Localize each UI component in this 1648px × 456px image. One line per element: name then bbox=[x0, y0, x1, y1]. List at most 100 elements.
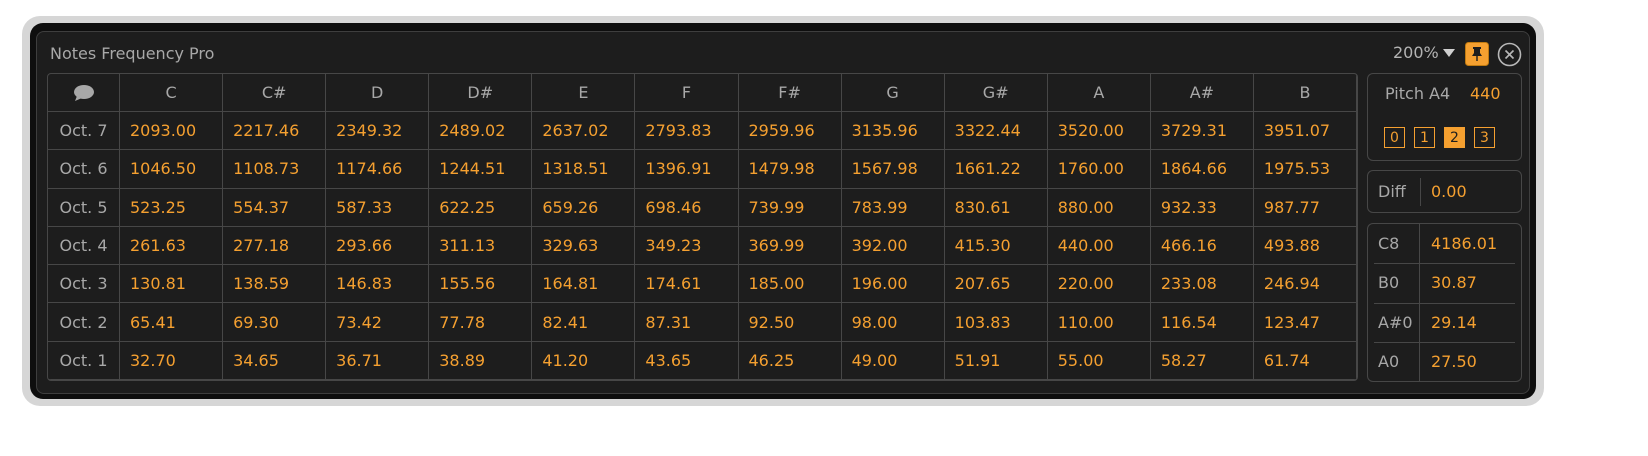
frequency-cell: 77.78 bbox=[429, 303, 533, 342]
frequency-cell: 55.00 bbox=[1047, 341, 1151, 380]
note-header: C bbox=[120, 74, 224, 112]
extreme-row: A#0 29.14 bbox=[1374, 302, 1515, 343]
octave-label: Oct. 6 bbox=[48, 150, 120, 189]
frequency-cell: 293.66 bbox=[326, 226, 430, 266]
frequency-cell: 3729.31 bbox=[1150, 112, 1254, 151]
note-header: F bbox=[635, 74, 739, 112]
frequency-cell: 622.25 bbox=[429, 188, 533, 227]
frequency-cell: 103.83 bbox=[944, 303, 1048, 342]
frequency-cell: 329.63 bbox=[532, 226, 636, 266]
octave-button[interactable]: 1 bbox=[1414, 127, 1435, 148]
frequency-cell: 1396.91 bbox=[635, 150, 739, 189]
frequency-cell: 73.42 bbox=[326, 303, 430, 342]
frequency-cell: 87.31 bbox=[635, 303, 739, 342]
frequency-cell: 783.99 bbox=[841, 188, 945, 227]
frequency-cell: 932.33 bbox=[1150, 188, 1254, 227]
frequency-cell: 116.54 bbox=[1150, 303, 1254, 342]
frequency-cell: 311.13 bbox=[429, 226, 533, 266]
frequency-cell: 49.00 bbox=[841, 341, 945, 380]
frequency-cell: 185.00 bbox=[738, 265, 842, 304]
frequency-cell: 369.99 bbox=[738, 226, 842, 266]
device-panel bbox=[36, 31, 1530, 394]
frequency-cell: 1244.51 bbox=[429, 150, 533, 189]
note-header: D# bbox=[429, 74, 533, 112]
octave-label: Oct. 7 bbox=[48, 112, 120, 151]
title: Notes Frequency Pro bbox=[50, 44, 215, 63]
frequency-cell: 38.89 bbox=[429, 341, 533, 380]
frequency-cell: 207.65 bbox=[944, 265, 1048, 304]
frequency-cell: 3520.00 bbox=[1047, 112, 1151, 151]
frequency-cell: 523.25 bbox=[120, 188, 224, 227]
note-header: G# bbox=[944, 74, 1048, 112]
frequency-cell: 32.70 bbox=[120, 341, 224, 380]
extreme-frequency: 29.14 bbox=[1431, 312, 1477, 332]
extreme-note: A0 bbox=[1374, 341, 1420, 381]
note-header: F# bbox=[738, 74, 842, 112]
octave-label: Oct. 3 bbox=[48, 265, 120, 304]
frequency-cell: 2959.96 bbox=[738, 112, 842, 151]
frequency-cell: 440.00 bbox=[1047, 226, 1151, 266]
frequency-cell: 698.46 bbox=[635, 188, 739, 227]
frequency-cell: 2217.46 bbox=[223, 112, 327, 151]
octave-button[interactable]: 2 bbox=[1444, 127, 1465, 148]
close-button[interactable] bbox=[1497, 42, 1522, 67]
note-header: C# bbox=[223, 74, 327, 112]
pitch-value[interactable]: 440 bbox=[1470, 84, 1501, 103]
frequency-cell: 41.20 bbox=[532, 341, 636, 380]
frequency-cell: 1479.98 bbox=[738, 150, 842, 189]
pin-button[interactable] bbox=[1465, 42, 1489, 66]
note-header: B bbox=[1253, 74, 1357, 112]
frequency-cell: 2093.00 bbox=[120, 112, 224, 151]
comment-header bbox=[48, 74, 120, 112]
diff-label: Diff bbox=[1378, 182, 1406, 201]
extreme-frequency: 30.87 bbox=[1431, 273, 1477, 293]
note-header: D bbox=[326, 74, 430, 112]
frequency-cell: 3951.07 bbox=[1253, 112, 1357, 151]
extremes-box: C8 4186.01 B0 30.87 A#0 29.14 A0 27.50 bbox=[1367, 223, 1522, 382]
pitch-label: Pitch A4 bbox=[1385, 84, 1451, 103]
octave-label: Oct. 2 bbox=[48, 303, 120, 342]
frequency-cell: 174.61 bbox=[635, 265, 739, 304]
octave-button[interactable]: 0 bbox=[1384, 127, 1405, 148]
frequency-cell: 138.59 bbox=[223, 265, 327, 304]
frequency-cell: 830.61 bbox=[944, 188, 1048, 227]
note-header: A bbox=[1047, 74, 1151, 112]
divider bbox=[1420, 178, 1421, 206]
frequency-cell: 415.30 bbox=[944, 226, 1048, 266]
extreme-row: C8 4186.01 bbox=[1374, 224, 1515, 265]
octave-button[interactable]: 3 bbox=[1474, 127, 1495, 148]
frequency-cell: 349.23 bbox=[635, 226, 739, 266]
frequency-table: C C# D D# E F F# G G# A A# B Oct. 7 2093.00 2217.46 234… bbox=[47, 73, 1358, 381]
frequency-cell: 2793.83 bbox=[635, 112, 739, 151]
note-header: A# bbox=[1150, 74, 1254, 112]
note-header: G bbox=[841, 74, 945, 112]
frequency-cell: 659.26 bbox=[532, 188, 636, 227]
frequency-cell: 233.08 bbox=[1150, 265, 1254, 304]
diff-box bbox=[1367, 170, 1522, 213]
frequency-cell: 277.18 bbox=[223, 226, 327, 266]
frequency-cell: 61.74 bbox=[1253, 341, 1357, 380]
frequency-cell: 1318.51 bbox=[532, 150, 636, 189]
frequency-cell: 1864.66 bbox=[1150, 150, 1254, 189]
extreme-note: A#0 bbox=[1374, 302, 1420, 342]
frequency-cell: 155.56 bbox=[429, 265, 533, 304]
zoom-control[interactable]: 200% bbox=[1393, 43, 1455, 62]
frequency-cell: 34.65 bbox=[223, 341, 327, 380]
octave-label: Oct. 1 bbox=[48, 341, 120, 380]
frequency-cell: 82.41 bbox=[532, 303, 636, 342]
frequency-cell: 146.83 bbox=[326, 265, 430, 304]
frequency-cell: 36.71 bbox=[326, 341, 430, 380]
frequency-cell: 1760.00 bbox=[1047, 150, 1151, 189]
extreme-note: B0 bbox=[1374, 263, 1420, 303]
dropdown-arrow bbox=[1442, 48, 1455, 57]
frequency-cell: 196.00 bbox=[841, 265, 945, 304]
pitch-box bbox=[1367, 73, 1522, 161]
frequency-cell: 51.91 bbox=[944, 341, 1048, 380]
extreme-row: B0 30.87 bbox=[1374, 263, 1515, 304]
frequency-cell: 2637.02 bbox=[532, 112, 636, 151]
frequency-cell: 69.30 bbox=[223, 303, 327, 342]
frequency-cell: 110.00 bbox=[1047, 303, 1151, 342]
